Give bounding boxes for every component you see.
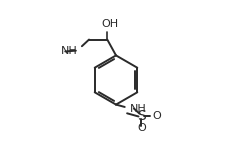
Text: O: O: [137, 123, 145, 133]
Text: NH: NH: [129, 104, 146, 114]
Text: OH: OH: [101, 19, 118, 29]
Text: O: O: [152, 112, 161, 121]
Text: S: S: [137, 109, 145, 124]
Text: NH: NH: [60, 46, 77, 56]
